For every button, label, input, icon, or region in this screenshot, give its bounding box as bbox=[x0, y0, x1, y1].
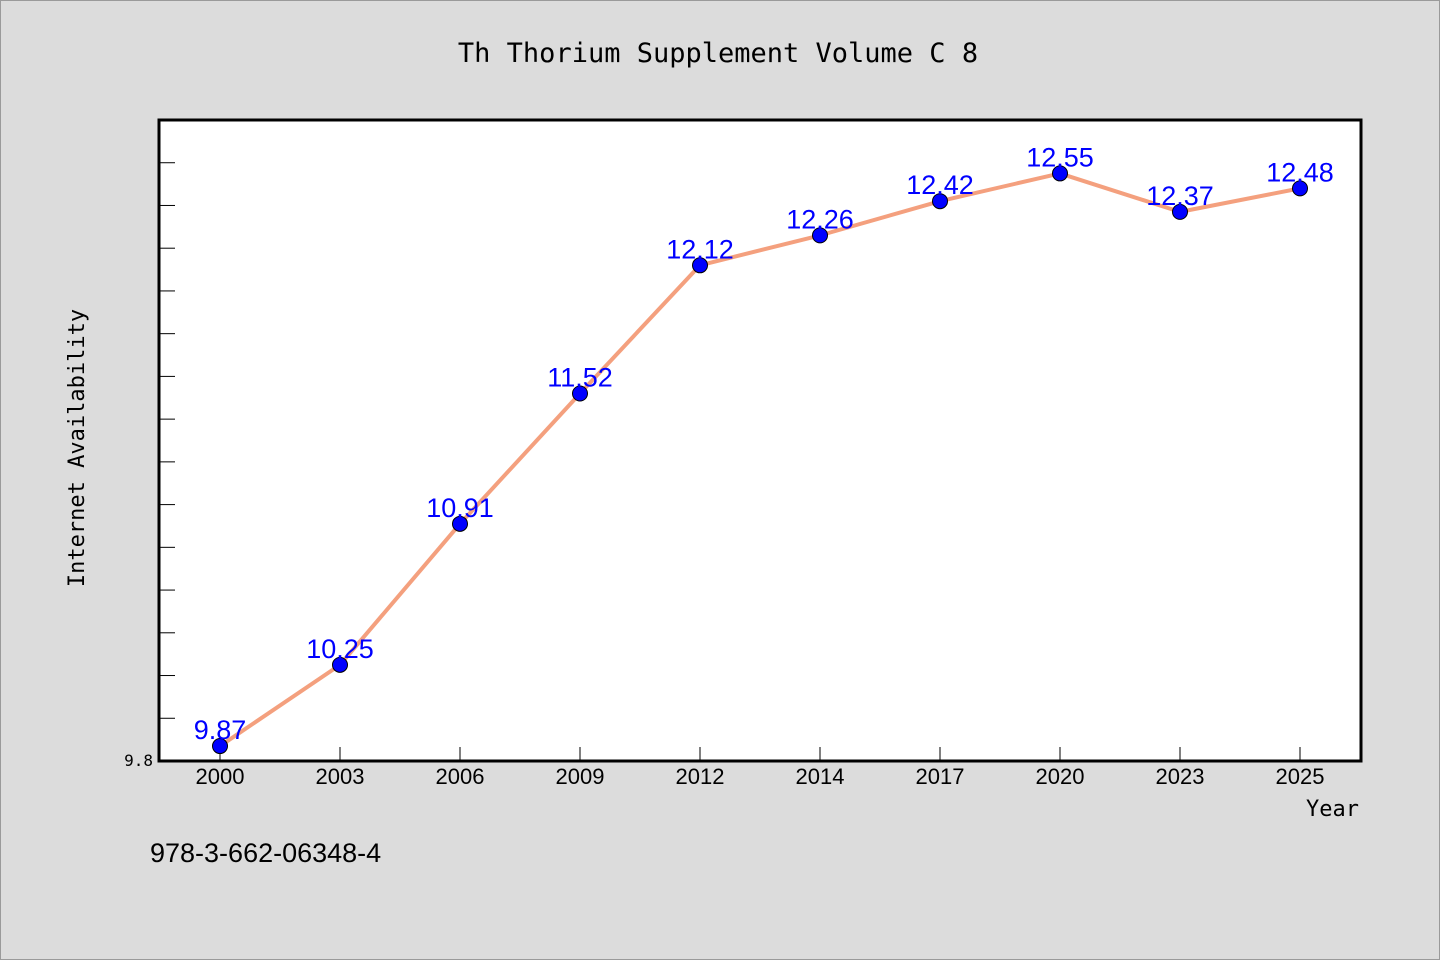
data-label: 10.91 bbox=[426, 493, 494, 523]
data-label: 12.26 bbox=[786, 204, 854, 234]
plot-area bbox=[157, 118, 1363, 763]
x-tick-label: 2017 bbox=[916, 764, 965, 789]
data-point bbox=[1052, 165, 1068, 182]
x-tick-label: 2000 bbox=[196, 764, 245, 789]
data-label: 12.37 bbox=[1146, 181, 1214, 211]
data-point bbox=[1292, 180, 1308, 197]
data-labels: 9.87 10.25 10.91 11.52 12.12 12.26 12.42 12.55 1… bbox=[194, 142, 1334, 745]
data-label: 9.87 bbox=[194, 715, 247, 745]
isbn-text: 978-3-662-06348-4 bbox=[150, 838, 381, 868]
data-point bbox=[572, 385, 588, 402]
x-tick-label: 2023 bbox=[1156, 764, 1205, 789]
data-point bbox=[812, 227, 828, 244]
x-tick-label: 2014 bbox=[796, 764, 845, 789]
data-label: 12.55 bbox=[1026, 142, 1094, 172]
data-point bbox=[212, 738, 228, 755]
data-label: 12.42 bbox=[906, 170, 974, 200]
data-point bbox=[932, 193, 948, 210]
y-axis-ticks bbox=[159, 162, 175, 762]
x-tick-label: 2006 bbox=[436, 764, 485, 789]
x-tick-label: 2003 bbox=[316, 764, 365, 789]
x-tick-label: 2012 bbox=[676, 764, 725, 789]
data-label: 10.25 bbox=[306, 634, 374, 664]
data-point bbox=[332, 656, 348, 673]
data-point bbox=[692, 257, 708, 274]
data-label: 12.12 bbox=[666, 234, 734, 264]
x-tick-label: 2020 bbox=[1036, 764, 1085, 789]
data-point bbox=[1172, 203, 1188, 220]
data-label: 12.48 bbox=[1266, 157, 1334, 187]
series-line bbox=[218, 171, 1301, 748]
y-axis-title: Internet Availability bbox=[65, 309, 90, 587]
y-tick-label: 9.8 bbox=[124, 751, 153, 770]
x-axis-tick-labels: 2000 2003 2006 2009 2012 2014 2017 2020 2023 2025 bbox=[196, 764, 1325, 789]
x-axis-title: Year bbox=[1306, 797, 1359, 822]
x-tick-label: 2025 bbox=[1276, 764, 1325, 789]
chart-title: Th Thorium Supplement Volume C 8 bbox=[458, 38, 978, 69]
data-point bbox=[452, 515, 468, 532]
x-tick-label: 2009 bbox=[556, 764, 605, 789]
series-1 bbox=[212, 165, 1308, 755]
data-label: 11.52 bbox=[547, 362, 613, 392]
x-axis-ticks bbox=[219, 747, 1301, 761]
